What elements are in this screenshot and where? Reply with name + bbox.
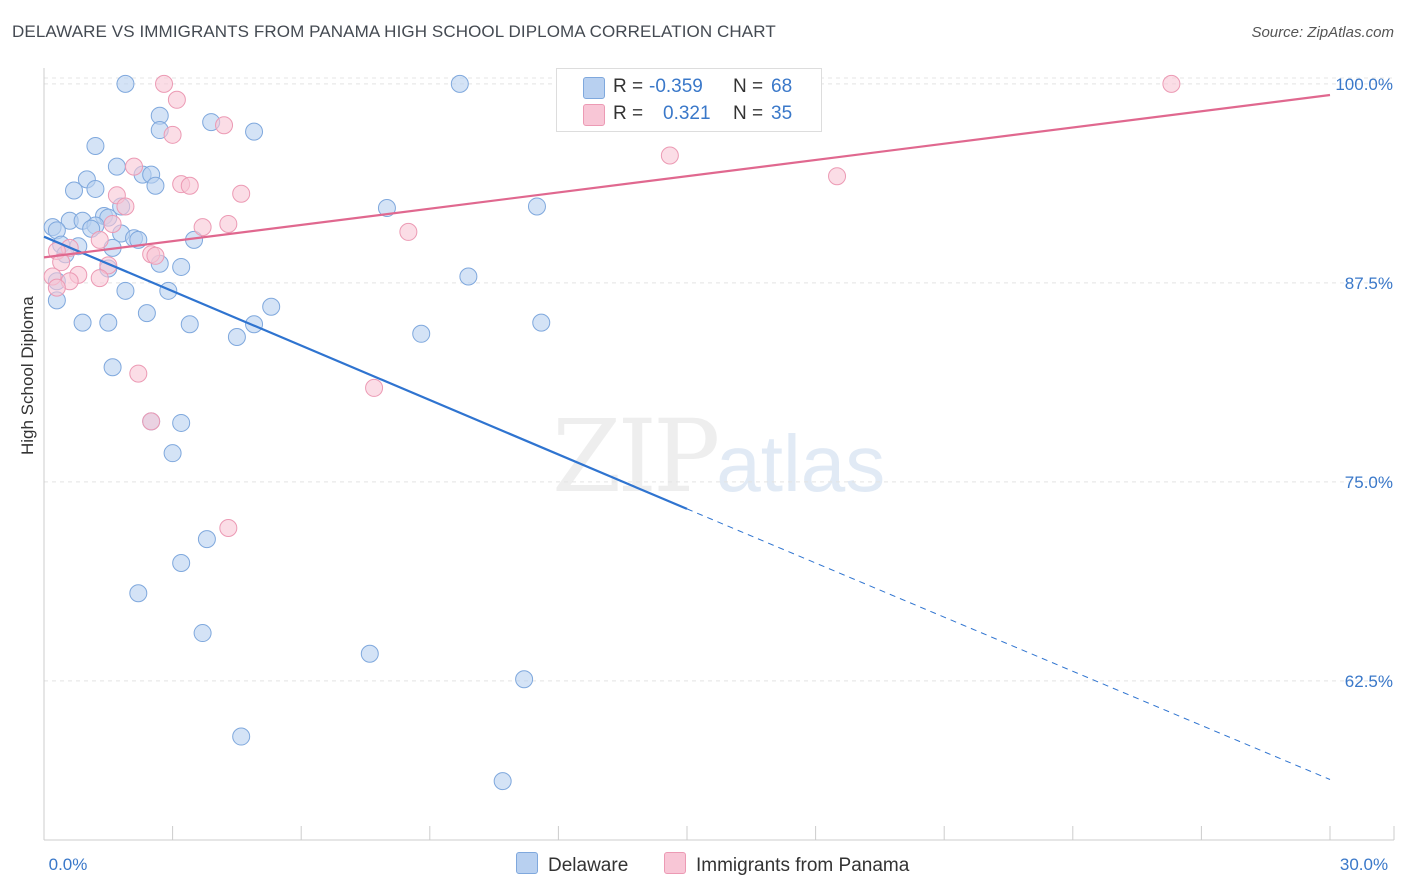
delaware-point [129, 584, 148, 603]
delaware-point [146, 176, 165, 195]
delaware-point [116, 281, 135, 300]
delaware-point [412, 324, 431, 343]
panama-point [90, 230, 109, 249]
delaware-point [197, 530, 216, 549]
panama-point [1162, 74, 1181, 93]
panama-n-value: 35 [771, 103, 793, 124]
watermark: ZIPatlas [552, 398, 885, 515]
panama-point [163, 125, 182, 144]
delaware-point [86, 179, 105, 198]
panama-point [167, 90, 186, 109]
delaware-n-value: 68 [771, 76, 793, 97]
panama-point [146, 246, 165, 265]
panama-legend-swatch [664, 852, 686, 874]
panama-point [193, 218, 212, 237]
delaware-point [180, 315, 199, 334]
delaware-point [227, 327, 246, 346]
panama-point [219, 214, 238, 233]
delaware-point [493, 772, 512, 791]
legend-item-panama[interactable]: Immigrants from Panama [664, 852, 909, 877]
panama-series [43, 74, 1181, 537]
y-tick-label: 87.5% [1345, 274, 1393, 293]
delaware-series [43, 74, 551, 791]
delaware-trend-line [43, 235, 688, 510]
delaware-point [172, 413, 191, 432]
delaware-point [450, 74, 469, 93]
r-label: R = [613, 103, 644, 124]
delaware-point [65, 181, 84, 200]
n-label: N = [733, 76, 764, 97]
y-tick-label: 100.0% [1335, 75, 1393, 94]
delaware-point [99, 313, 118, 332]
panama-point [828, 167, 847, 186]
y-axis-label: High School Diploma [18, 296, 37, 455]
panama-point [125, 157, 144, 176]
delaware-point [116, 74, 135, 93]
delaware-point [172, 257, 191, 276]
delaware-r-value: -0.359 [649, 76, 703, 97]
panama-point [129, 364, 148, 383]
y-tick-label: 62.5% [1345, 672, 1393, 691]
delaware-point [360, 644, 379, 663]
y-tick-label: 75.0% [1345, 473, 1393, 492]
delaware-point [86, 136, 105, 155]
panama-point [365, 378, 384, 397]
delaware-point [73, 313, 92, 332]
legend-item-delaware[interactable]: Delaware [516, 852, 628, 877]
delaware-point [532, 313, 551, 332]
panama-point [660, 146, 679, 165]
delaware-legend-swatch [516, 852, 538, 874]
series-legend: Delaware Immigrants from Panama [0, 852, 1406, 878]
delaware-swatch [583, 77, 605, 99]
panama-point [219, 519, 238, 537]
chart-title: DELAWARE VS IMMIGRANTS FROM PANAMA HIGH … [12, 22, 776, 41]
delaware-point [103, 358, 122, 377]
panama-point [155, 74, 174, 93]
delaware-point [232, 727, 251, 746]
stats-legend: R = -0.359 N = 68 R = 0.321 N = 35 [556, 68, 822, 132]
watermark-atlas: atlas [716, 419, 886, 508]
panama-point [90, 269, 109, 288]
delaware-point [245, 122, 264, 141]
delaware-trend-extension [686, 508, 1331, 780]
delaware-point [459, 267, 478, 286]
legend-label-delaware: Delaware [548, 855, 629, 876]
panama-swatch [583, 104, 605, 126]
delaware-point [193, 624, 212, 643]
legend-label-panama: Immigrants from Panama [696, 855, 910, 876]
x-tick-label: 30.0% [1340, 855, 1388, 874]
delaware-point [527, 197, 546, 216]
x-tick-label: 0.0% [49, 855, 88, 874]
panama-point [116, 197, 135, 216]
panama-point [180, 176, 199, 195]
delaware-point [137, 304, 156, 323]
delaware-point [172, 554, 191, 573]
r-label: R = [613, 76, 644, 97]
delaware-point [163, 444, 182, 463]
panama-point [142, 412, 161, 431]
panama-point [215, 116, 234, 135]
delaware-point [107, 157, 126, 176]
delaware-point [515, 670, 534, 689]
source-credit: Source: ZipAtlas.com [1251, 24, 1394, 41]
panama-point [47, 278, 66, 297]
panama-point [399, 222, 418, 241]
panama-point [103, 214, 122, 233]
delaware-point [377, 199, 396, 218]
panama-point [232, 184, 251, 203]
panama-r-value: 0.321 [663, 103, 711, 124]
panama-trend-line [43, 93, 1331, 259]
panama-point [52, 253, 71, 272]
delaware-point [262, 297, 281, 316]
watermark-zip: ZIP [552, 398, 720, 515]
n-label: N = [733, 103, 764, 124]
